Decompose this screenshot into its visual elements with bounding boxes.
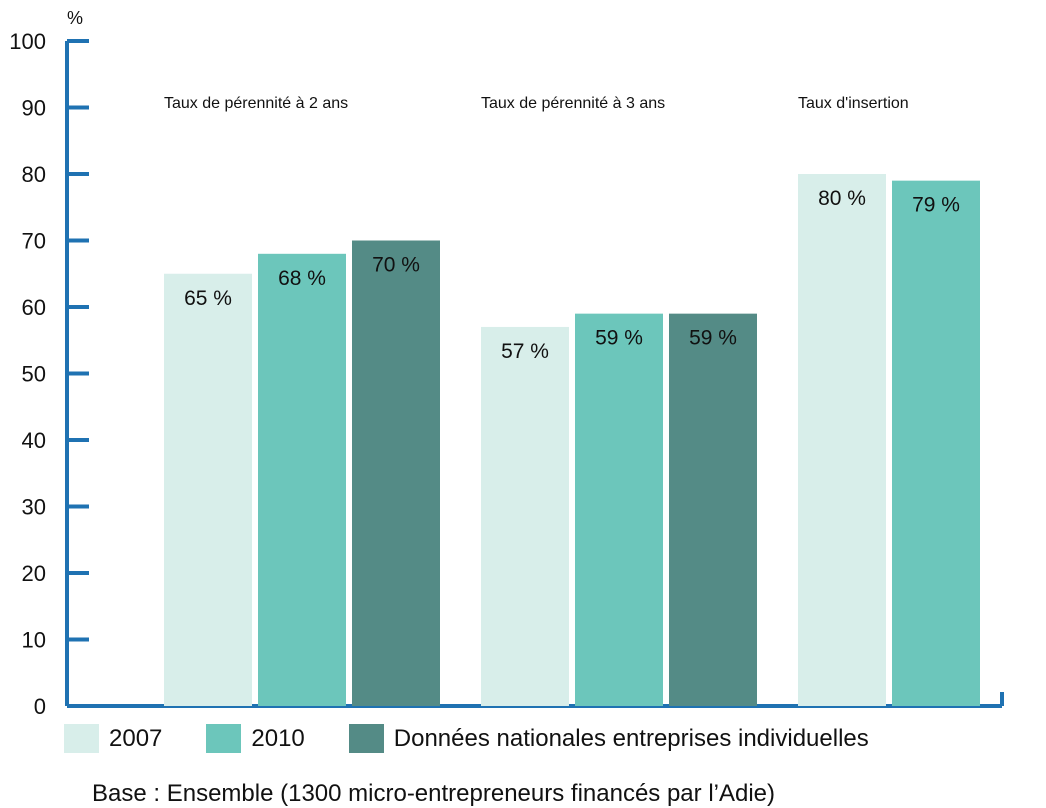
legend-label-national-data: Données nationales entreprises individue… [393, 724, 869, 752]
y-tick-label: 10 [22, 628, 46, 653]
legend-label-2007: 2007 [109, 724, 163, 752]
y-tick-label: 90 [22, 96, 46, 121]
legend-swatch-2010 [206, 724, 242, 753]
bar-2010 [258, 253, 346, 707]
bar-value-label: 59 % [595, 327, 643, 350]
bar-value-label: 70 % [372, 254, 420, 277]
y-tick-label: 60 [22, 295, 46, 320]
y-tick-label: 40 [22, 428, 46, 453]
category-label: Taux de pérennité à 3 ans [481, 95, 665, 112]
category-label: Taux d'insertion [798, 95, 909, 112]
y-tick-label: 0 [34, 694, 46, 719]
legend-item-2010: 2010 [206, 724, 305, 753]
category-label: Taux de pérennité à 2 ans [164, 95, 348, 112]
legend-swatch-2007 [64, 724, 99, 753]
chart-legend: 2007 2010 Données nationales entreprises… [64, 724, 913, 753]
bar-value-label: 59 % [689, 327, 737, 350]
bar-value-label: 80 % [818, 187, 866, 210]
bar-2007 [798, 174, 886, 706]
bar-donn-es-nationales-entreprises-individuelles [669, 313, 757, 706]
y-tick-label: 20 [22, 561, 46, 586]
legend-swatch-national-data [348, 724, 384, 753]
y-tick-label: 100 [9, 29, 46, 54]
legend-label-2010: 2010 [251, 724, 305, 752]
y-unit-label: % [67, 8, 83, 28]
y-tick-label: 70 [22, 229, 46, 254]
chart-footnote: Base : Ensemble (1300 micro-entrepreneur… [92, 780, 776, 807]
legend-item-national-data: Données nationales entreprises individue… [348, 724, 869, 753]
bar-2007 [481, 326, 569, 706]
bar-value-label: 65 % [184, 287, 232, 310]
y-tick-label: 30 [22, 495, 46, 520]
y-tick-label: 50 [22, 362, 46, 387]
y-tick-label: 80 [22, 162, 46, 187]
bar-value-label: 68 % [278, 267, 326, 290]
bar-value-label: 79 % [912, 194, 960, 217]
legend-item-2007: 2007 [64, 724, 162, 753]
bar-2007 [164, 273, 252, 706]
bar-2010 [892, 180, 980, 706]
bar-2010 [575, 313, 663, 706]
bar-donn-es-nationales-entreprises-individuelles [352, 240, 440, 706]
bar-value-label: 57 % [501, 340, 549, 363]
